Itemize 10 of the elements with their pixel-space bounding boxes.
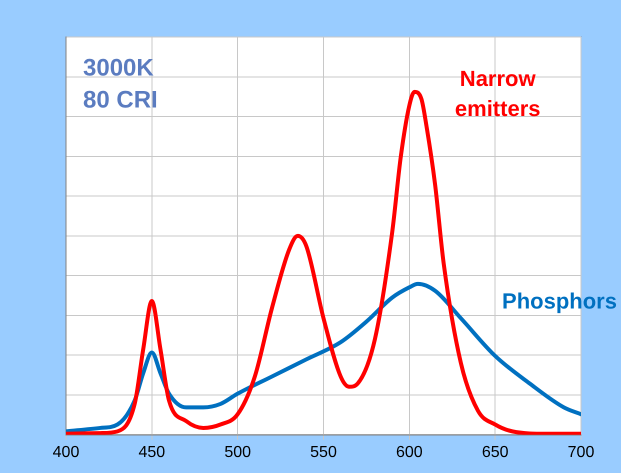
- series-label: Narrow emitters: [454, 66, 540, 121]
- x-tick-label: 400: [52, 444, 80, 461]
- x-tick-label: 550: [310, 444, 337, 461]
- x-tick-label: 500: [224, 444, 252, 461]
- x-tick-label: 700: [568, 444, 594, 461]
- x-tick-label: 650: [482, 444, 509, 461]
- x-tick-label: 600: [396, 444, 423, 461]
- annotation: 3000K 80 CRI: [83, 54, 158, 114]
- series-label: Phosphors: [502, 288, 617, 314]
- x-tick-label: 450: [138, 444, 166, 461]
